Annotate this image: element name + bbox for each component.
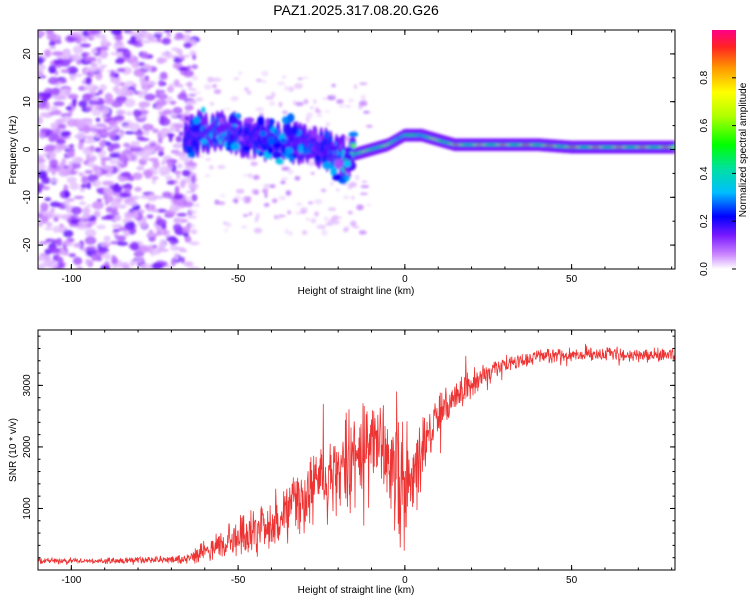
snr-panel: -100 -50 0 50 1000 2000 3000 Height of straig… [8,329,676,596]
snr-x-tick-label: -50 [231,575,246,586]
spectrogram-x-tick-label: 0 [402,274,408,285]
colorbar-tick-label: 0.4 [699,166,710,180]
snr-y-axis-label: SNR (10 * v/v) [8,418,19,482]
spectrogram-y-tick-label: -20 [22,237,33,252]
snr-frame [37,329,676,571]
snr-x-tick-label: 0 [402,575,408,586]
spectrogram-x-ticks: -100 -50 0 50 [37,30,673,285]
ridge-band [182,106,675,184]
spectrogram-x-axis-label: Height of straight line (km) [298,286,415,297]
spectrogram-y-tick-label: 0 [22,146,33,152]
colorbar-tick-label: 0.2 [699,214,710,228]
spectrogram-heatmap [38,30,675,269]
chart-title: PAZ1.2025.317.08.20.G26 [273,2,439,18]
colorbar-gradient [712,30,736,269]
colorbar-tick-label: 0.0 [699,262,710,276]
spectrogram-y-axis-label: Frequency (Hz) [8,116,19,185]
snr-x-ticks: -100 -50 0 50 [37,330,673,586]
snr-x-tick-label: -100 [61,575,81,586]
spectrogram-x-tick-label: -100 [61,274,81,285]
spectrogram-y-ticks: -20 -10 0 10 20 [22,29,675,270]
colorbar-tick-label: 0.6 [699,118,710,132]
snr-y-tick-label: 3000 [22,374,33,397]
colorbar-label: Normalized spectral amplitude [738,82,749,217]
spectrogram-y-tick-label: 10 [22,96,33,108]
snr-x-tick-label: 50 [566,575,578,586]
snr-y-ticks: 1000 2000 3000 [22,335,675,571]
spectrogram-x-tick-label: -50 [231,274,246,285]
snr-y-tick-label: 2000 [22,435,33,458]
snr-x-axis-label: Height of straight line (km) [298,585,415,596]
snr-series-line [38,343,675,565]
spectrogram-x-tick-label: 50 [566,274,578,285]
snr-y-tick-label: 1000 [22,497,33,520]
colorbar-ticks: 0.0 0.2 0.4 0.6 0.8 [699,70,736,276]
spectrogram-y-tick-label: -10 [22,190,33,205]
colorbar: 0.0 0.2 0.4 0.6 0.8 Normalized spectral ampl… [699,30,749,276]
spectrogram-y-tick-label: 20 [22,48,33,60]
noise-blobs [38,30,373,269]
colorbar-tick-label: 0.8 [699,70,710,84]
